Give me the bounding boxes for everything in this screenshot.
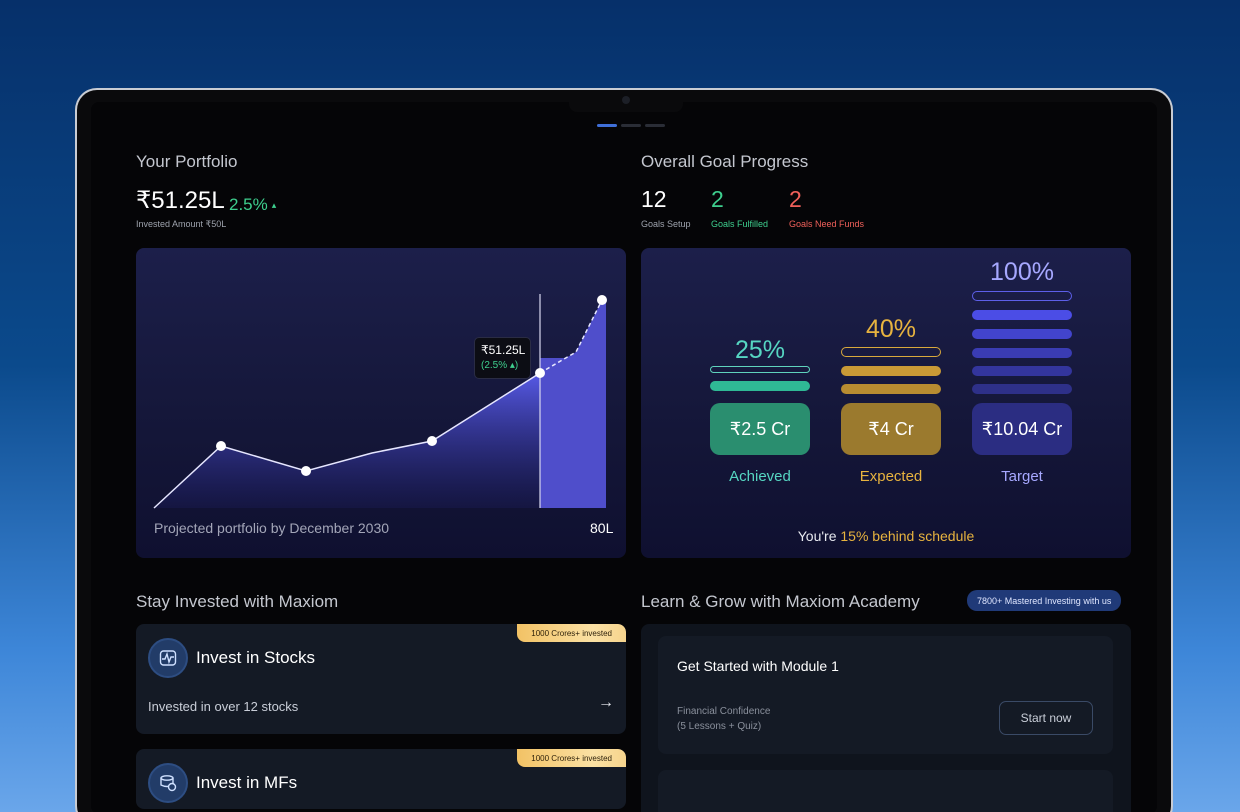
goals-setup-label: Goals Setup bbox=[641, 219, 691, 229]
laptop-bezel: Your Portfolio ₹51.25L 2.5% ▴ Invested A… bbox=[77, 90, 1171, 812]
tooltip-change: (2.5% ▴) bbox=[481, 360, 519, 371]
portfolio-line bbox=[153, 372, 541, 509]
goals-fulfilled-label: Goals Fulfilled bbox=[711, 219, 769, 229]
arrow-up-icon: ▴ bbox=[271, 199, 277, 210]
portfolio-change-value: 2.5% bbox=[229, 195, 268, 214]
camera-notch bbox=[569, 90, 683, 112]
mf-ribbon: 1000 Crores+ invested bbox=[517, 749, 626, 767]
page-indicator bbox=[597, 124, 665, 127]
invest-stocks-card[interactable]: 1000 Crores+ invested Invest in Stocks I… bbox=[136, 624, 626, 734]
module-topic: Financial Confidence bbox=[677, 706, 771, 717]
expected-bar-fill bbox=[841, 366, 941, 376]
target-percent: 100% bbox=[990, 258, 1054, 286]
module-title: Get Started with Module 1 bbox=[677, 658, 839, 674]
schedule-status: You're 15% behind schedule bbox=[641, 528, 1131, 544]
achieved-amount: ₹2.5 Cr bbox=[710, 403, 810, 455]
projection-value: 80L bbox=[590, 520, 614, 536]
target-bar-fill bbox=[972, 366, 1072, 376]
projection-line bbox=[539, 299, 603, 374]
chart-point-projected[interactable] bbox=[597, 295, 607, 305]
tooltip-value: ₹51.25L bbox=[481, 343, 526, 357]
expected-label: Expected bbox=[859, 468, 923, 485]
projection-area bbox=[540, 358, 606, 508]
expected-percent: 40% bbox=[865, 315, 917, 343]
portfolio-value: ₹51.25L bbox=[136, 187, 225, 214]
start-now-button[interactable]: Start now bbox=[999, 701, 1093, 735]
goals-need-label: Goals Need Funds bbox=[789, 219, 865, 229]
academy-panel: Get Started with Module 1 Financial Conf… bbox=[641, 624, 1131, 812]
goals-need-count: 2 bbox=[789, 186, 802, 212]
achieved-percent: 25% bbox=[734, 336, 786, 364]
page-dot[interactable] bbox=[621, 124, 641, 127]
schedule-prefix: You're bbox=[797, 528, 841, 544]
page-dot[interactable] bbox=[645, 124, 665, 127]
arrow-right-icon[interactable]: → bbox=[598, 694, 614, 711]
chart-point[interactable] bbox=[216, 441, 226, 451]
projection-area-top bbox=[540, 300, 606, 373]
invest-title: Stay Invested with Maxiom bbox=[136, 592, 339, 611]
target-bar-fill bbox=[972, 384, 1072, 394]
schedule-highlight: 15% behind schedule bbox=[840, 528, 975, 544]
portfolio-title: Your Portfolio bbox=[136, 152, 238, 171]
target-label: Target bbox=[1001, 468, 1043, 485]
chart-point[interactable] bbox=[427, 436, 437, 446]
target-amount: ₹10.04 Cr bbox=[972, 403, 1072, 455]
achieved-bar-empty bbox=[710, 366, 810, 373]
portfolio-chart-card: ₹51.25L (2.5% ▴) Projected portfolio by … bbox=[136, 248, 626, 558]
academy-title: Learn & Grow with Maxiom Academy bbox=[641, 592, 920, 611]
target-bar-fill bbox=[972, 310, 1072, 320]
goals-setup-count: 12 bbox=[641, 186, 667, 212]
portfolio-chart bbox=[153, 294, 607, 509]
goal-progress-card: 25% ₹2.5 Cr Achieved 40% ₹4 Cr Expected … bbox=[641, 248, 1131, 558]
chart-tooltip: ₹51.25L (2.5% ▴) bbox=[474, 337, 531, 379]
goals-title: Overall Goal Progress bbox=[641, 152, 809, 171]
chart-point-current[interactable] bbox=[535, 368, 545, 378]
academy-badge: 7800+ Mastered Investing with us bbox=[967, 590, 1122, 611]
portfolio-change: 2.5% ▴ bbox=[229, 195, 276, 215]
camera-icon bbox=[622, 96, 630, 104]
stocks-title: Invest in Stocks bbox=[196, 648, 316, 667]
module-card[interactable]: Get Started with Module 1 Financial Conf… bbox=[658, 636, 1113, 754]
mf-coins-icon bbox=[148, 763, 188, 803]
target-bar-fill bbox=[972, 348, 1072, 358]
achieved-bar-fill bbox=[710, 381, 810, 391]
portfolio-area bbox=[154, 373, 540, 508]
laptop-frame: Your Portfolio ₹51.25L 2.5% ▴ Invested A… bbox=[75, 88, 1173, 812]
invested-amount-label: Invested Amount ₹50L bbox=[136, 219, 227, 229]
target-bar-fill bbox=[972, 329, 1072, 339]
stocks-chart-icon bbox=[148, 638, 188, 678]
expected-bar-empty bbox=[841, 347, 941, 357]
target-bar-empty bbox=[972, 291, 1072, 301]
expected-amount: ₹4 Cr bbox=[841, 403, 941, 455]
invest-mf-card[interactable]: 1000 Crores+ invested Invest in MFs bbox=[136, 749, 626, 809]
stocks-ribbon: 1000 Crores+ invested bbox=[517, 624, 626, 642]
module-lessons: (5 Lessons + Quiz) bbox=[677, 721, 762, 732]
mf-title: Invest in MFs bbox=[196, 773, 298, 792]
chart-point[interactable] bbox=[301, 466, 311, 476]
dashboard-screen: Your Portfolio ₹51.25L 2.5% ▴ Invested A… bbox=[91, 102, 1157, 812]
goals-fulfilled-count: 2 bbox=[711, 186, 724, 212]
achieved-label: Achieved bbox=[729, 468, 791, 485]
module-card-next[interactable] bbox=[658, 770, 1113, 812]
projection-label: Projected portfolio by December 2030 bbox=[154, 520, 390, 536]
expected-bar-fill bbox=[841, 384, 941, 394]
stocks-subtitle: Invested in over 12 stocks bbox=[148, 699, 299, 714]
page-dot-active[interactable] bbox=[597, 124, 617, 127]
